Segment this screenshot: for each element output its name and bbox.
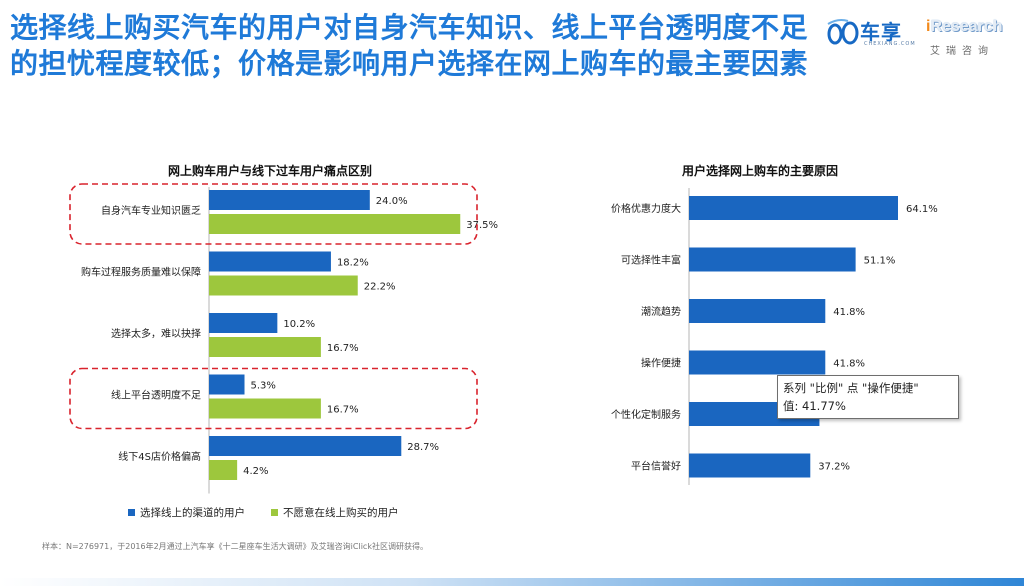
right-bar-value-label: 41.8% <box>833 307 865 318</box>
left-bar-value-label: 10.2% <box>283 319 315 330</box>
legend-label-offline: 不愿意在线上购买的用户 <box>283 507 399 519</box>
left-bar-offline <box>209 398 321 419</box>
right-chart-title: 用户选择网上购车的主要原因 <box>681 164 838 178</box>
left-bar-value-label: 28.7% <box>407 442 439 453</box>
right-bar-value-label: 64.1% <box>906 204 938 215</box>
source-footnote: 样本：N=276971，于2016年2月通过上汽车享《十二星座车生活大调研》及艾… <box>42 542 428 551</box>
left-bar-value-label: 16.7% <box>327 343 359 354</box>
highlight-box <box>69 367 478 430</box>
iresearch-logo-word: Research <box>930 18 1003 35</box>
page-title: 选择线上购买汽车的用户对自身汽车知识、线上平台透明度不足的担忧程度较低；价格是影… <box>10 11 809 80</box>
left-bar-value-label: 5.3% <box>251 381 276 392</box>
left-bar-value-label: 24.0% <box>376 196 408 207</box>
chexiang-logo: 车享 CHEXIANG.COM <box>826 16 922 50</box>
tooltip-value: 值: 41.77% <box>783 399 846 413</box>
left-category-label: 购车过程服务质量难以保障 <box>81 266 201 279</box>
left-category-label: 选择太多，难以抉择 <box>111 327 201 340</box>
right-bar <box>689 350 826 375</box>
legend-label-online: 选择线上的渠道的用户 <box>140 507 245 519</box>
left-bar-online <box>209 190 370 210</box>
left-bar-value-label: 18.2% <box>337 258 369 269</box>
iresearch-logo: iResearch 艾瑞咨询 <box>926 16 1022 57</box>
right-category-label: 潮流趋势 <box>641 305 681 318</box>
left-bar-value-label: 16.7% <box>327 405 359 416</box>
legend-item-online: 选择线上的渠道的用户 <box>128 505 245 520</box>
left-chart-title: 网上购车用户与线下过车用户痛点区别 <box>167 164 372 178</box>
right-bar <box>689 299 826 323</box>
left-bar-online <box>209 436 402 456</box>
right-bar <box>689 453 811 478</box>
left-bar-offline <box>209 460 238 480</box>
right-bar <box>689 247 856 272</box>
left-bar-online <box>209 251 331 272</box>
right-category-label: 价格优惠力度大 <box>611 202 681 215</box>
right-bar <box>689 196 898 220</box>
right-bar-value-label: 51.1% <box>864 256 896 267</box>
right-category-label: 平台信誉好 <box>631 460 681 473</box>
right-bar-value-label: 41.8% <box>833 359 865 370</box>
iresearch-logo-text: iResearch <box>926 18 1003 36</box>
left-bar-offline <box>209 275 358 296</box>
right-category-label: 操作便捷 <box>641 357 681 370</box>
left-bar-value-label: 22.2% <box>364 282 396 293</box>
left-chart-legend: 选择线上的渠道的用户 不愿意在线上购买的用户 <box>128 505 399 520</box>
chexiang-logo-text: 车享 <box>860 20 902 44</box>
bottom-decorative-bar <box>0 578 1024 586</box>
iresearch-logo-subtext: 艾瑞咨询 <box>930 46 994 57</box>
right-category-label: 可选择性丰富 <box>621 254 681 267</box>
legend-swatch-offline <box>271 509 278 516</box>
legend-item-offline: 不愿意在线上购买的用户 <box>271 505 399 520</box>
chexiang-swirl-icon <box>827 19 859 45</box>
iresearch-logo-i: i <box>926 18 931 35</box>
left-category-label: 自身汽车专业知识匮乏 <box>101 204 201 217</box>
left-bar-offline <box>209 214 461 234</box>
tooltip-series-point: 系列 "比例" 点 "操作便捷" <box>783 381 919 395</box>
left-bar-offline <box>209 337 321 357</box>
left-bar-online <box>209 313 278 333</box>
left-category-label: 线下4S店价格偏高 <box>118 450 201 463</box>
left-bar-online <box>209 374 245 395</box>
left-bar-value-label: 4.2% <box>243 466 268 477</box>
chexiang-logo-subtext: CHEXIANG.COM <box>864 41 916 47</box>
highlight-box <box>69 183 478 245</box>
right-bar-value-label: 37.2% <box>818 462 850 473</box>
right-category-label: 个性化定制服务 <box>611 408 681 421</box>
left-category-label: 线上平台透明度不足 <box>111 389 201 402</box>
left-bar-value-label: 37.5% <box>466 220 498 231</box>
chart-tooltip: 系列 "比例" 点 "操作便捷" 值: 41.77% <box>777 375 959 419</box>
legend-swatch-online <box>128 509 135 516</box>
